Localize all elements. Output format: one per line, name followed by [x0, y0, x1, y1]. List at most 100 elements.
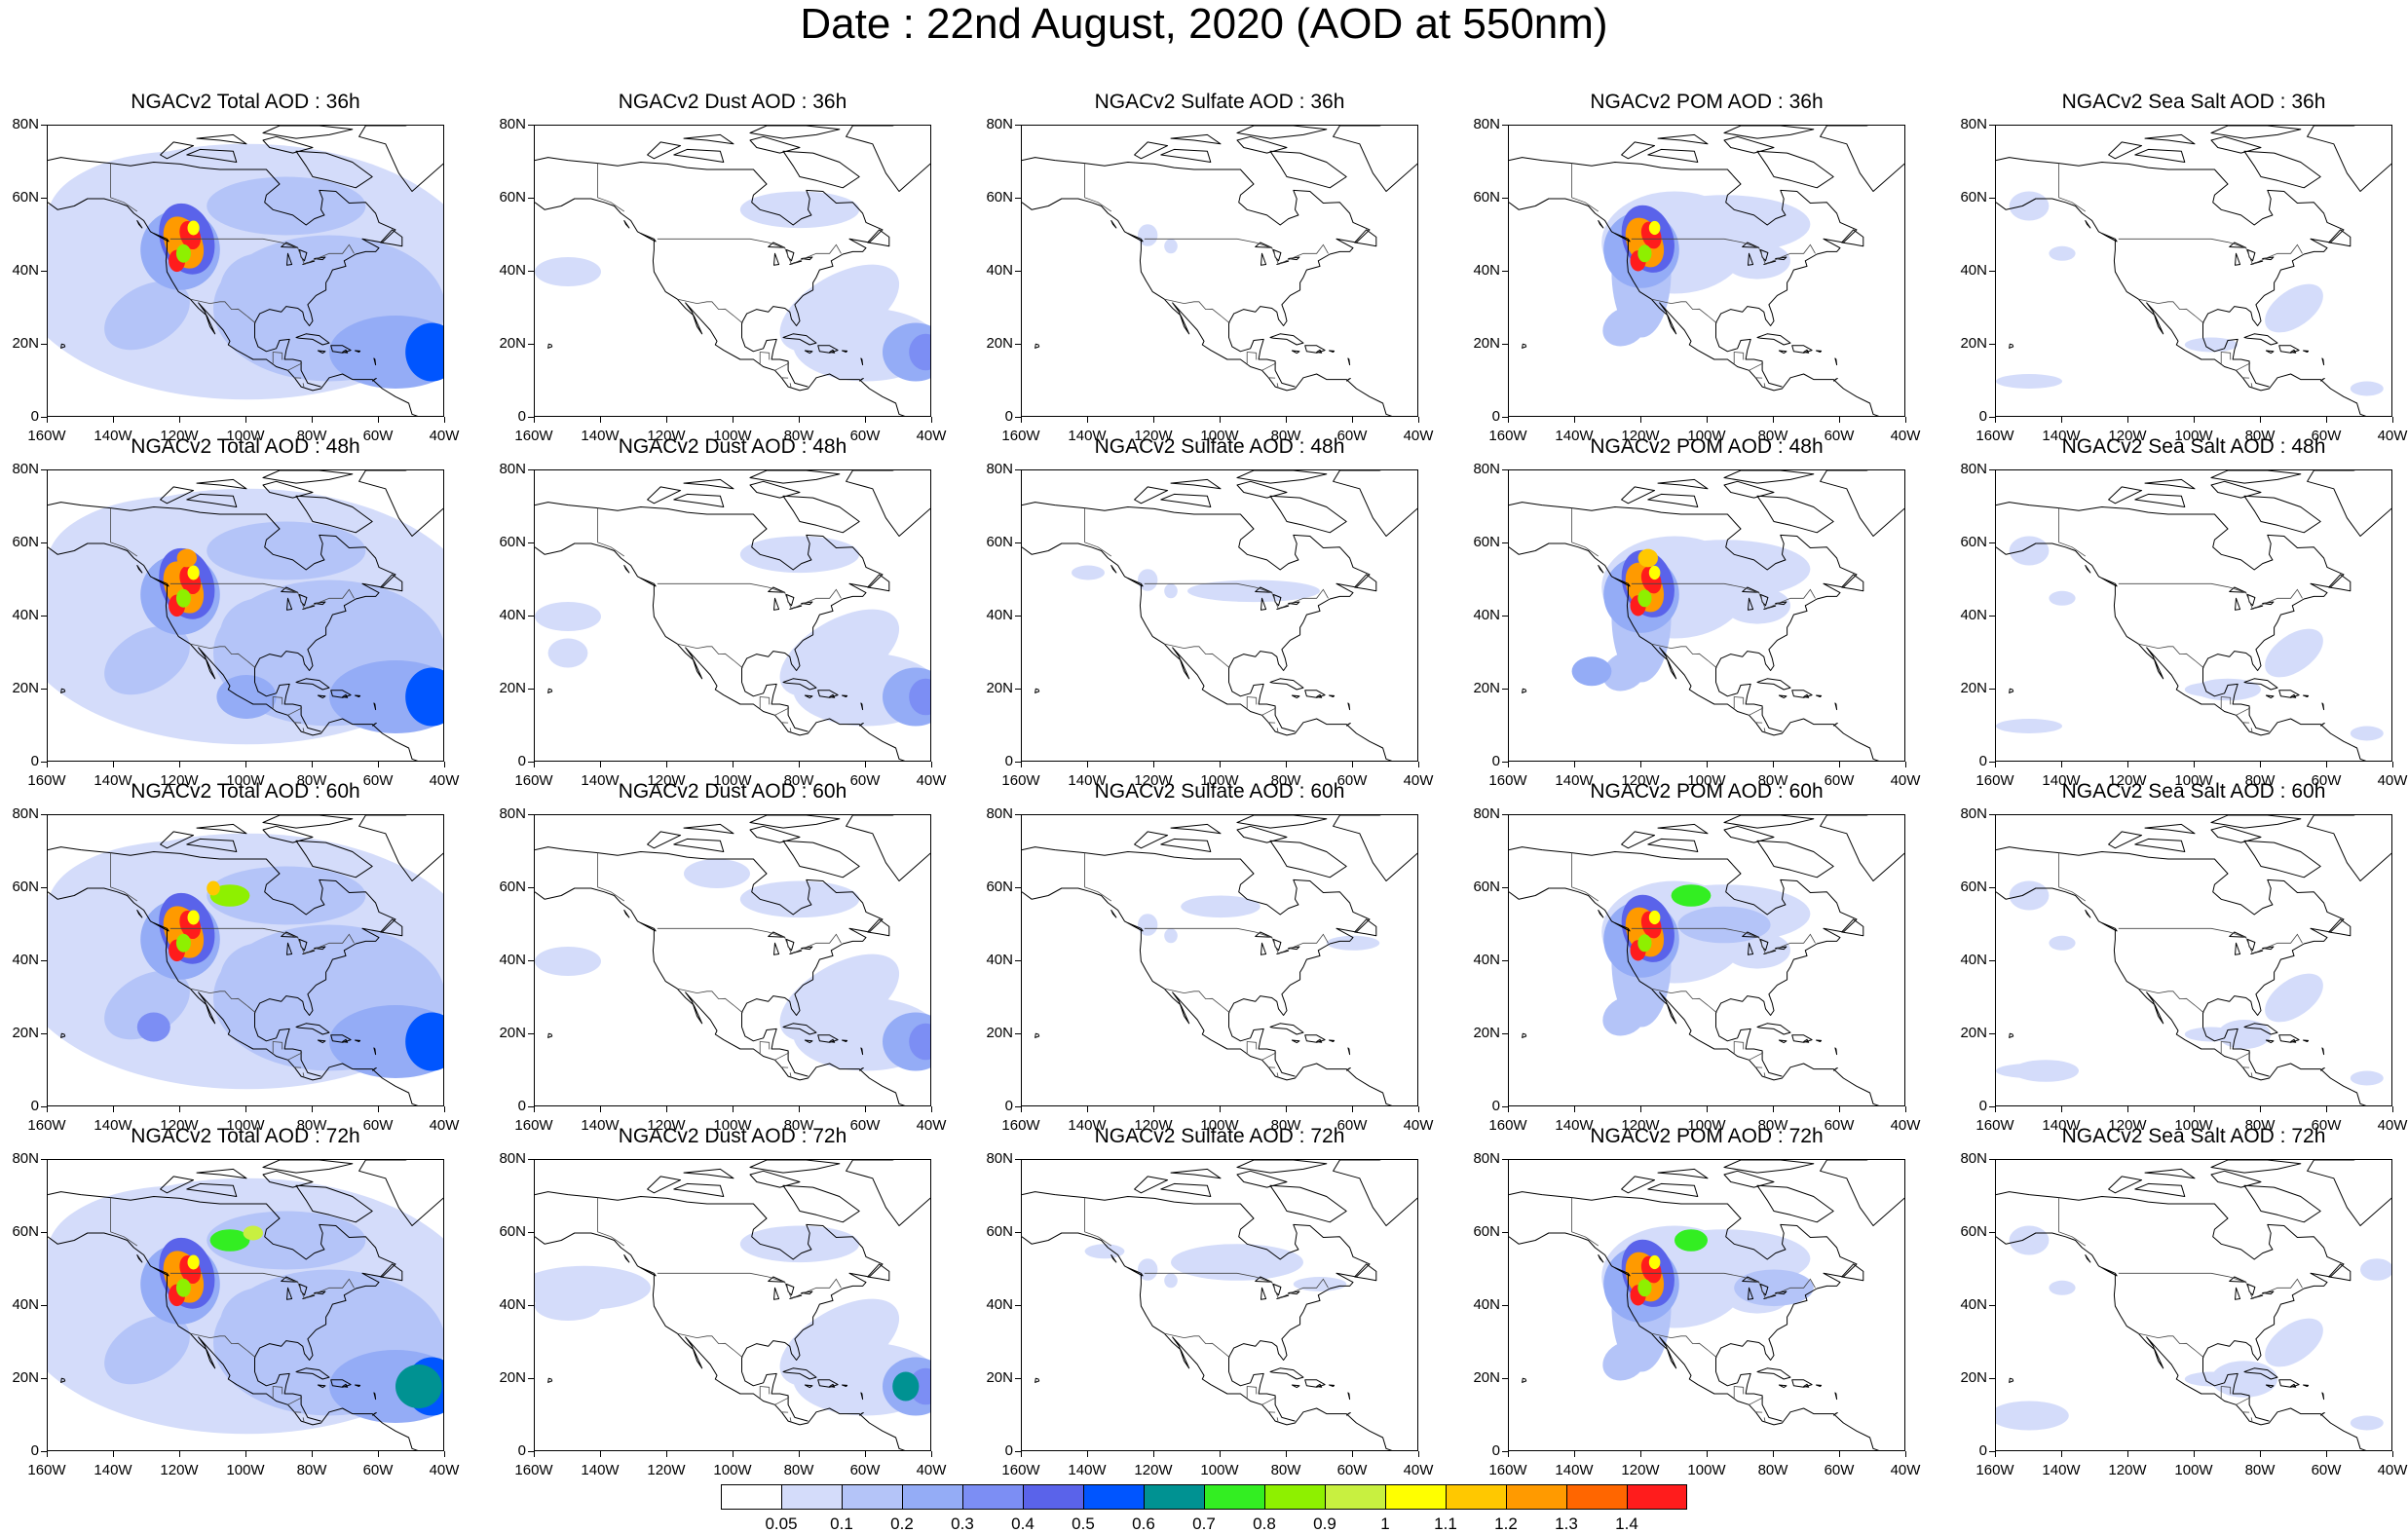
colorbar-swatch — [1566, 1484, 1627, 1510]
map-plot-area — [1995, 1159, 2392, 1451]
longitude-tick — [2194, 1451, 2195, 1457]
latitude-label: 60N — [986, 1223, 1013, 1240]
longitude-tick — [2326, 762, 2327, 767]
aod-contour — [2350, 1070, 2384, 1086]
latitude-label: 40N — [1473, 952, 1500, 968]
map-svg — [535, 815, 930, 1105]
latitude-label: 40N — [1960, 262, 1987, 279]
longitude-label: 160W — [1975, 1462, 2014, 1478]
longitude-tick — [1418, 417, 1419, 423]
longitude-label: 160W — [1975, 772, 2014, 789]
longitude-label: 120W — [1134, 1462, 1173, 1478]
latitude-label: 80N — [1473, 461, 1500, 477]
longitude-tick — [733, 1451, 734, 1457]
coastline — [1996, 126, 2391, 416]
country-borders — [2058, 507, 2303, 733]
longitude-label: 100W — [1687, 772, 1726, 789]
longitude-label: 60W — [1824, 1117, 1855, 1134]
longitude-label: 40W — [916, 1462, 947, 1478]
longitude-label: 60W — [362, 772, 394, 789]
longitude-tick — [2127, 1106, 2128, 1112]
longitude-label: 80W — [2244, 1117, 2276, 1134]
latitude-label: 20N — [12, 335, 39, 352]
latitude-label: 20N — [1473, 335, 1500, 352]
latitude-label: 0 — [1004, 753, 1013, 769]
latitude-label: 40N — [12, 1296, 39, 1313]
map-panel: NGACv2 POM AOD : 48h 80N 60N 40N 20N 0 160W 140… — [1461, 432, 1921, 789]
aod-contour — [136, 1012, 170, 1042]
figure-title: Date : 22nd August, 2020 (AOD at 550nm) — [800, 0, 1608, 48]
latitude-label: 0 — [1978, 1098, 1987, 1114]
longitude-label: 60W — [1336, 428, 1368, 444]
country-borders — [110, 1197, 355, 1423]
latitude-tick — [528, 1232, 534, 1233]
longitude-tick — [245, 1106, 246, 1112]
longitude-label: 40W — [2377, 1117, 2408, 1134]
longitude-label: 40W — [916, 428, 947, 444]
latitude-label: 20N — [986, 1369, 1013, 1386]
aod-contour — [739, 191, 860, 229]
panel-title: NGACv2 Dust AOD : 60h — [618, 780, 847, 803]
longitude-tick — [1021, 1451, 1022, 1457]
panel-title: NGACv2 Sulfate AOD : 72h — [1094, 1125, 1345, 1147]
latitude-tick — [41, 1232, 47, 1233]
coastline — [1996, 1160, 2391, 1450]
longitude-label: 160W — [514, 1117, 553, 1134]
latitude-tick — [528, 1033, 534, 1034]
longitude-tick — [931, 762, 932, 767]
latitude-label: 40N — [12, 952, 39, 968]
longitude-label: 80W — [1757, 1462, 1788, 1478]
latitude-tick — [528, 271, 534, 272]
latitude-label: 20N — [12, 1025, 39, 1041]
coastline — [1509, 470, 1904, 761]
latitude-label: 0 — [30, 1098, 39, 1114]
longitude-label: 120W — [1134, 1117, 1173, 1134]
longitude-tick — [444, 1451, 445, 1457]
aod-contour — [1084, 1244, 1125, 1259]
longitude-label: 60W — [2311, 772, 2342, 789]
aod-contour — [2049, 245, 2076, 261]
latitude-tick — [1015, 814, 1021, 815]
latitude-label: 0 — [517, 408, 526, 425]
latitude-tick — [528, 1305, 534, 1306]
longitude-tick — [1220, 417, 1221, 423]
longitude-tick — [378, 762, 379, 767]
longitude-tick — [1707, 762, 1708, 767]
longitude-label: 60W — [362, 1462, 394, 1478]
longitude-label: 140W — [2042, 772, 2081, 789]
longitude-label: 40W — [1890, 772, 1921, 789]
aod-contour — [329, 243, 395, 286]
latitude-tick — [1989, 417, 1995, 418]
aod-contour — [2049, 935, 2076, 951]
longitude-label: 60W — [2311, 1462, 2342, 1478]
aod-contour — [2265, 1318, 2323, 1367]
map-plot-area — [47, 469, 444, 762]
aod-contour — [2350, 1415, 2384, 1431]
longitude-label: 100W — [2174, 772, 2213, 789]
longitude-tick — [1839, 1451, 1840, 1457]
aod-contour — [1602, 652, 1647, 692]
latitude-label: 0 — [1491, 1442, 1500, 1459]
aod-contour — [739, 880, 860, 918]
latitude-tick — [1502, 1033, 1508, 1034]
aod-contour — [1996, 374, 2062, 389]
latitude-tick — [1989, 271, 1995, 272]
colorbar-label: 0.1 — [830, 1514, 853, 1533]
latitude-label: 20N — [499, 335, 526, 352]
map-plot-area — [47, 814, 444, 1106]
aod-contour — [1326, 935, 1380, 951]
latitude-label: 20N — [986, 1025, 1013, 1041]
longitude-tick — [1905, 1106, 1906, 1112]
aod-contour — [187, 565, 200, 580]
latitude-label: 80N — [12, 1150, 39, 1167]
longitude-label: 100W — [713, 428, 752, 444]
longitude-tick — [865, 417, 866, 423]
longitude-label: 60W — [1824, 772, 1855, 789]
latitude-tick — [528, 1451, 534, 1452]
longitude-tick — [444, 762, 445, 767]
latitude-tick — [41, 1378, 47, 1379]
aod-contour — [547, 638, 588, 668]
latitude-label: 80N — [499, 805, 526, 822]
colorbar-swatch — [902, 1484, 962, 1510]
longitude-tick — [2061, 1451, 2062, 1457]
